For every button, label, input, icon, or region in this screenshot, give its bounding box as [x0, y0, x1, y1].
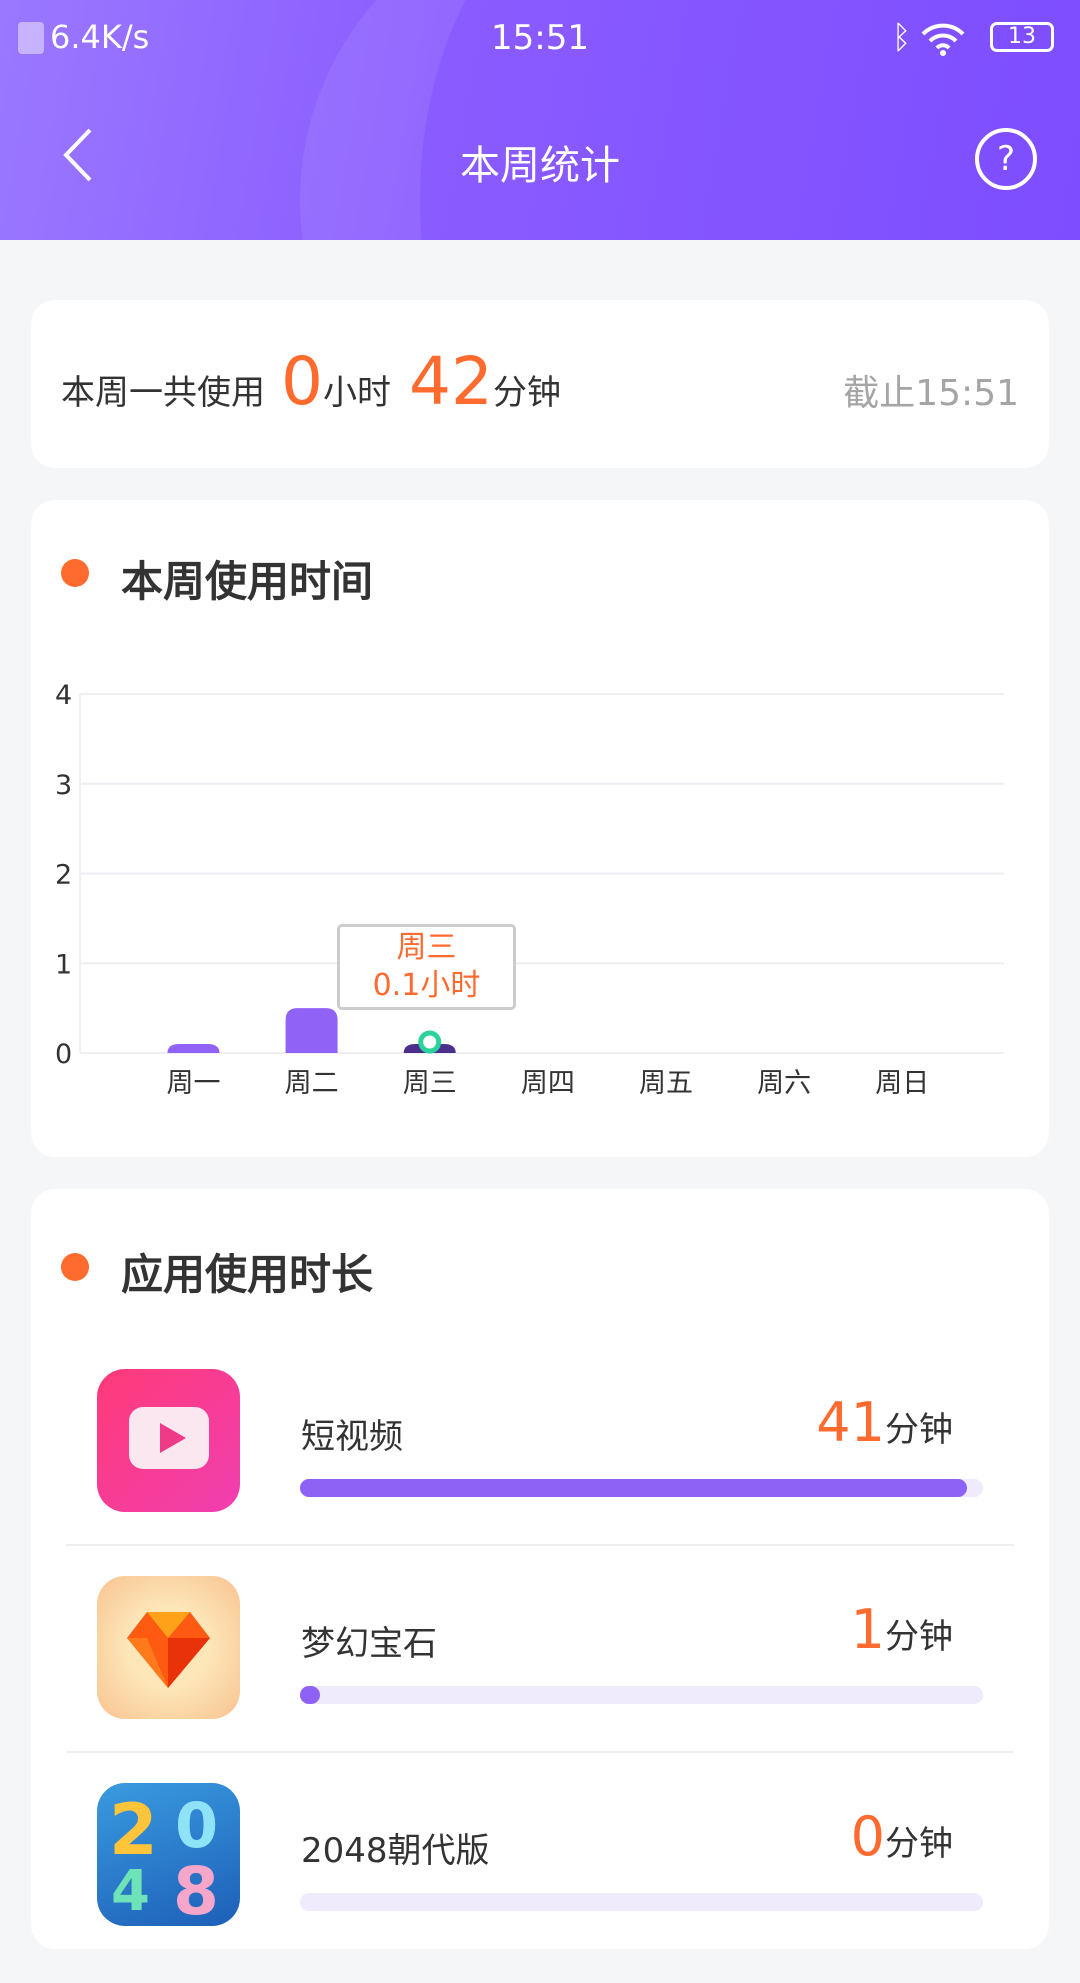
usage-progress-bar [300, 1893, 983, 1911]
minutes-unit: 分钟 [885, 1617, 953, 1657]
usage-progress-fill [300, 1686, 321, 1704]
app-minutes: 0分钟 [851, 1805, 953, 1868]
bluetooth-icon: ᛒ [892, 18, 912, 56]
selected-point-marker [418, 1030, 442, 1054]
net-speed: 6.4K/s [50, 18, 150, 56]
app-row[interactable]: 短视频 41分钟 [31, 1369, 1049, 1569]
question-icon: ? [996, 139, 1016, 179]
chart-tooltip: 周三 0.1小时 [337, 924, 516, 1010]
usage-progress-bar [300, 1686, 983, 1704]
summary-text: 本周一共使用 0 小时 42 分钟 [61, 343, 561, 420]
usage-progress-fill [300, 1479, 967, 1497]
as-of-time: 截止15:51 [843, 373, 1019, 414]
2048-game-app-icon: 2 0 4 8 [97, 1783, 240, 1926]
y-tick-label: 4 [55, 680, 72, 711]
help-button[interactable]: ? [975, 128, 1037, 190]
y-tick-label: 2 [55, 860, 72, 891]
minutes-number: 41 [816, 1391, 885, 1454]
bar-周二 [285, 1008, 338, 1053]
app-minutes: 1分钟 [851, 1598, 953, 1661]
section-dot-icon [61, 559, 89, 587]
weekly-usage-card: 本周使用时间 0 1 2 3 4 周一 周二 周三 周四 周五 周六 周日 周三 0.1小时 [31, 500, 1049, 1157]
divider [66, 1751, 1014, 1753]
header: 6.4K/s 15:51 ᛒ 13 本周统计 ? [0, 0, 1080, 240]
app-row[interactable]: 2 0 4 8 2048朝代版 0分钟 [31, 1783, 1049, 1983]
usage-progress-bar [300, 1479, 983, 1497]
x-tick-label: 周二 [285, 1068, 339, 1099]
page-title: 本周统计 [460, 143, 620, 189]
app-name: 短视频 [301, 1417, 403, 1457]
weekly-title: 本周使用时间 [121, 557, 374, 606]
back-icon[interactable] [60, 128, 94, 182]
x-tick-label: 周四 [521, 1068, 575, 1099]
summary-card: 本周一共使用 0 小时 42 分钟 截止15:51 [31, 300, 1049, 468]
y-tick-label: 0 [55, 1039, 72, 1070]
x-tick-label: 周六 [757, 1068, 811, 1099]
minutes-number: 1 [850, 1598, 885, 1661]
minutes-unit: 分钟 [492, 373, 561, 413]
minutes-unit: 分钟 [885, 1410, 953, 1450]
app-minutes: 41分钟 [816, 1391, 953, 1454]
minutes-unit: 分钟 [885, 1824, 953, 1864]
summary-label: 本周一共使用 [61, 373, 265, 413]
tooltip-value: 0.1小时 [372, 968, 481, 1003]
wifi-icon [921, 23, 965, 56]
gem-game-app-icon [97, 1576, 240, 1719]
hours-unit: 小时 [323, 373, 391, 413]
battery-level: 13 [1008, 24, 1036, 49]
app-usage-card: 应用使用时长 短视频 41分钟 梦幻宝石 1分钟 2 0 4 8 2048朝代版… [31, 1189, 1049, 1949]
app-name: 梦幻宝石 [301, 1624, 437, 1664]
battery-indicator: 13 [990, 22, 1054, 52]
bar-周一 [167, 1044, 220, 1053]
app-name: 2048朝代版 [301, 1831, 490, 1871]
x-tick-label: 周日 [875, 1068, 929, 1099]
minutes-value: 42 [409, 343, 493, 420]
x-tick-label: 周一 [166, 1068, 220, 1099]
y-tick-label: 1 [55, 949, 72, 980]
section-dot-icon [61, 1253, 89, 1281]
hours-value: 0 [281, 343, 323, 420]
x-tick-label: 周三 [403, 1068, 457, 1099]
y-tick-label: 3 [55, 770, 72, 801]
app-row[interactable]: 梦幻宝石 1分钟 [31, 1576, 1049, 1776]
clock: 15:51 [491, 18, 589, 58]
app-usage-title: 应用使用时长 [121, 1250, 374, 1299]
sim-icon [18, 22, 44, 54]
x-tick-label: 周五 [639, 1068, 693, 1099]
minutes-number: 0 [850, 1805, 885, 1868]
divider [66, 1544, 1014, 1546]
tooltip-title: 周三 [396, 930, 457, 965]
short-video-app-icon [97, 1369, 240, 1512]
